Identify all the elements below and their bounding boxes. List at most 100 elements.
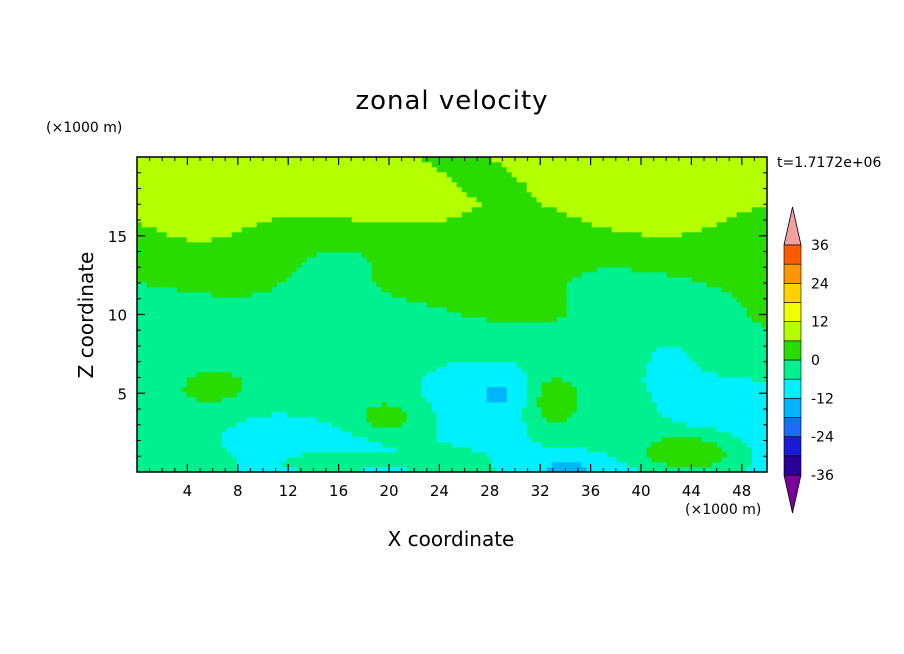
field-cell xyxy=(341,206,348,213)
field-cell xyxy=(421,271,428,278)
field-cell xyxy=(396,371,403,378)
field-cell xyxy=(151,221,158,228)
field-cell xyxy=(211,306,218,313)
field-cell xyxy=(486,231,493,238)
field-cell xyxy=(396,261,403,268)
field-cell xyxy=(491,326,498,333)
field-cell xyxy=(151,216,158,223)
field-cell xyxy=(436,326,443,333)
field-cell xyxy=(376,366,383,373)
field-cell xyxy=(301,391,308,398)
field-cell xyxy=(396,226,403,233)
field-cell xyxy=(441,301,448,308)
field-cell xyxy=(311,171,318,178)
field-cell xyxy=(436,436,443,443)
field-cell xyxy=(221,466,228,472)
field-cell xyxy=(441,341,448,348)
field-cell xyxy=(476,456,483,463)
field-cell xyxy=(441,326,448,333)
field-cell xyxy=(396,341,403,348)
field-cell xyxy=(446,161,453,168)
field-cell xyxy=(291,426,298,433)
field-cell xyxy=(446,301,453,308)
field-cell xyxy=(261,206,268,213)
field-cell xyxy=(326,416,333,423)
field-cell xyxy=(221,406,228,413)
field-cell xyxy=(206,236,213,243)
field-cell xyxy=(366,401,373,408)
field-cell xyxy=(491,351,498,358)
field-cell xyxy=(221,446,228,453)
field-cell xyxy=(296,276,303,283)
field-cell xyxy=(481,336,488,343)
field-cell xyxy=(141,296,148,303)
field-cell xyxy=(346,276,353,283)
field-cell xyxy=(196,456,203,463)
field-cell xyxy=(291,346,298,353)
field-cell xyxy=(446,436,453,443)
field-cell xyxy=(521,321,528,328)
field-cell xyxy=(256,206,263,213)
field-cell xyxy=(266,416,273,423)
field-cell xyxy=(471,161,478,168)
field-cell xyxy=(236,406,243,413)
field-cell xyxy=(221,231,228,238)
field-cell xyxy=(431,461,438,468)
field-cell xyxy=(461,451,468,458)
field-cell xyxy=(186,431,193,438)
field-cell xyxy=(261,416,268,423)
field-cell xyxy=(306,351,313,358)
field-cell xyxy=(251,211,258,218)
field-cell xyxy=(306,396,313,403)
field-cell xyxy=(316,231,323,238)
field-cell xyxy=(206,256,213,263)
field-cell xyxy=(226,301,233,308)
field-cell xyxy=(281,366,288,373)
field-cell xyxy=(361,211,368,218)
field-cell xyxy=(421,201,428,208)
field-cell xyxy=(466,321,473,328)
field-cell xyxy=(146,321,153,328)
field-cell xyxy=(501,356,508,363)
field-cell xyxy=(451,346,458,353)
field-cell xyxy=(386,276,393,283)
field-cell xyxy=(371,196,378,203)
field-cell xyxy=(406,186,413,193)
field-cell xyxy=(256,441,263,448)
field-cell xyxy=(141,161,148,168)
field-cell xyxy=(161,196,168,203)
field-cell xyxy=(221,241,228,248)
field-cell xyxy=(396,366,403,373)
field-cell xyxy=(406,201,413,208)
field-cell xyxy=(466,341,473,348)
field-cell xyxy=(271,191,278,198)
field-cell xyxy=(261,356,268,363)
field-cell xyxy=(461,461,468,468)
field-cell xyxy=(436,406,443,413)
field-cell xyxy=(361,321,368,328)
field-cell xyxy=(456,331,463,338)
field-cell xyxy=(291,171,298,178)
field-cell xyxy=(396,466,403,472)
field-cell xyxy=(186,206,193,213)
field-cell xyxy=(341,171,348,178)
field-cell xyxy=(226,351,233,358)
field-cell xyxy=(231,296,238,303)
field-cell xyxy=(511,301,518,308)
field-cell xyxy=(236,451,243,458)
field-cell xyxy=(411,336,418,343)
field-cell xyxy=(521,366,528,373)
field-cell xyxy=(336,266,343,273)
field-cell xyxy=(306,406,313,413)
field-cell xyxy=(401,441,408,448)
field-cell xyxy=(491,331,498,338)
field-cell xyxy=(391,286,398,293)
field-cell xyxy=(466,261,473,268)
field-cell xyxy=(431,271,438,278)
field-cell xyxy=(311,256,318,263)
field-cell xyxy=(216,321,223,328)
field-cell xyxy=(431,466,438,472)
field-cell xyxy=(416,296,423,303)
field-cell xyxy=(521,221,528,228)
field-cell xyxy=(411,351,418,358)
